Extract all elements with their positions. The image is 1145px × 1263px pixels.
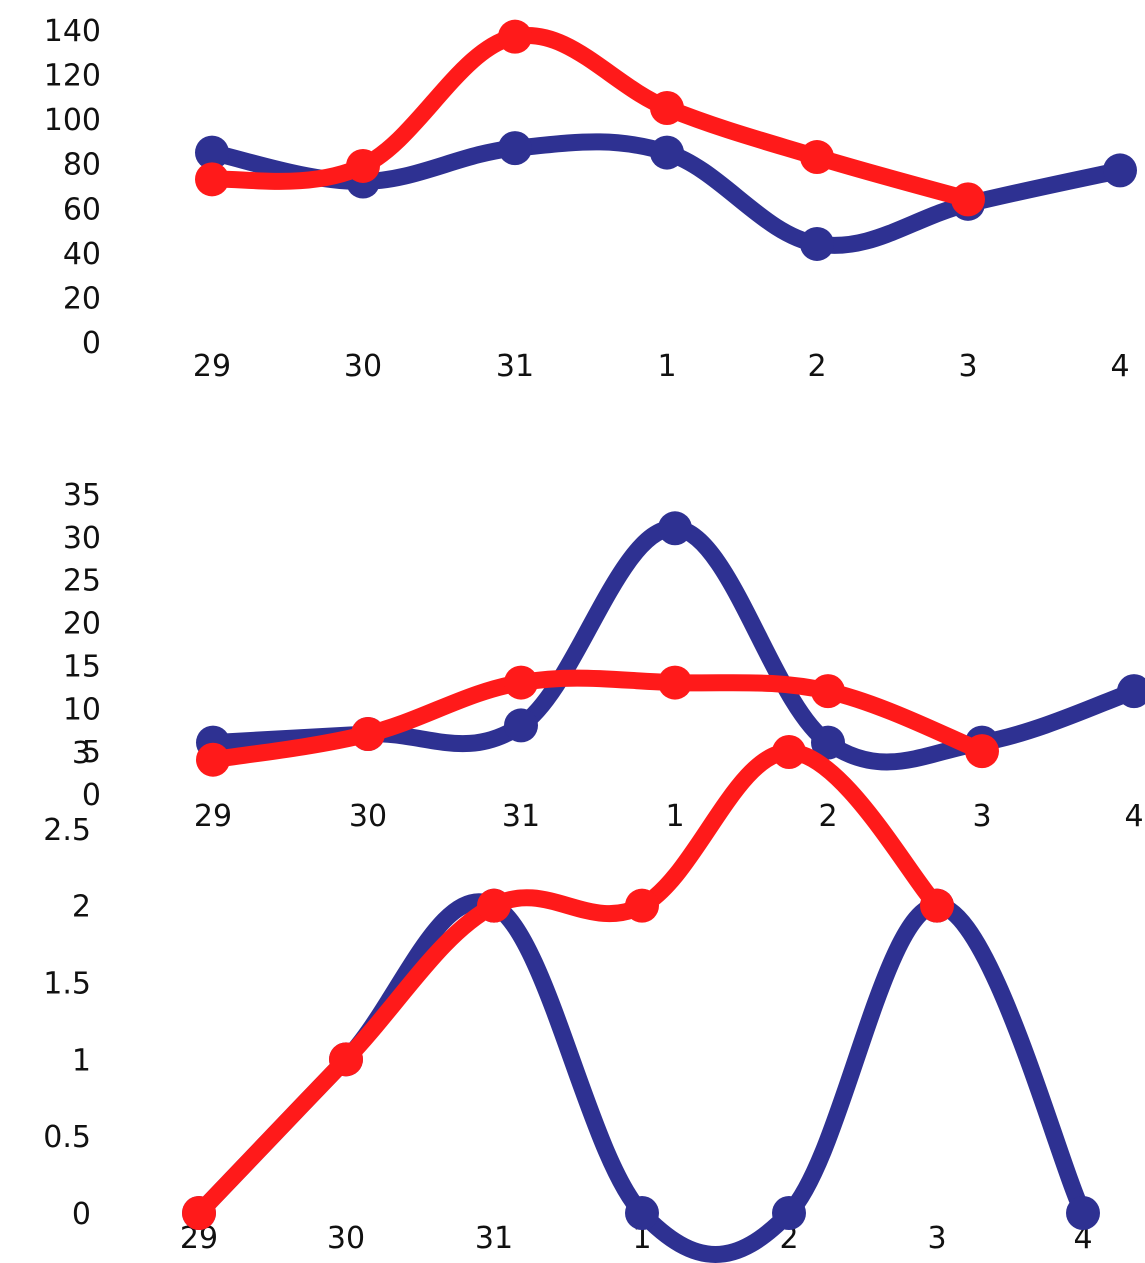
- series-1-point: [650, 135, 684, 170]
- series-1-point: [195, 135, 229, 170]
- series-1-point: [504, 708, 538, 743]
- series-1-point: [811, 725, 845, 760]
- chart-2: 0 5 10 15 20 25 30 35 29 30 31 1 2 3 4: [63, 478, 1145, 834]
- y-tick-label: 0: [72, 1197, 91, 1232]
- series-2-point: [329, 1042, 363, 1077]
- series-1-point: [772, 1196, 806, 1230]
- series-2-point: [658, 665, 692, 700]
- y-tick-label: 100: [44, 103, 101, 138]
- series-2-point: [965, 734, 999, 769]
- series-2-point: [772, 735, 806, 769]
- y-tick-label: 120: [44, 59, 101, 94]
- y-tick-label: 60: [63, 192, 101, 227]
- x-tick-label: 1: [665, 799, 684, 834]
- y-tick-label: 1: [72, 1043, 91, 1078]
- x-tick-label: 31: [475, 1221, 513, 1256]
- x-tick-label: 2: [779, 1221, 798, 1256]
- y-tick-label: 2.5: [43, 813, 91, 848]
- y-tick-label: 80: [63, 148, 101, 183]
- y-tick-label: 2: [72, 890, 91, 925]
- series-1-point: [1066, 1196, 1100, 1230]
- x-tick-label: 30: [349, 799, 387, 834]
- x-tick-label: 2: [807, 349, 826, 384]
- y-tick-label: 25: [63, 564, 101, 599]
- series-2-point: [195, 162, 229, 197]
- y-tick-label: 140: [44, 14, 101, 49]
- y-tick-label: 1.5: [43, 967, 91, 1002]
- series-2-point: [625, 888, 659, 923]
- x-tick-label: 3: [958, 349, 977, 384]
- x-tick-label: 3: [972, 799, 991, 834]
- series-line-2: [203, 27, 977, 208]
- series-2-point: [811, 674, 845, 709]
- series-line-2: [204, 669, 991, 769]
- y-tick-label: 15: [63, 649, 101, 684]
- series-line-2: [190, 743, 946, 1222]
- y-tick-label: 3: [72, 736, 91, 771]
- series-2-point: [951, 182, 985, 217]
- series-1-point: [658, 511, 692, 546]
- x-tick-label: 2: [818, 799, 837, 834]
- series-2-point: [504, 665, 538, 700]
- series-2-point: [650, 91, 684, 125]
- y-tick-label: 0: [82, 778, 101, 813]
- x-tick-label: 4: [1073, 1221, 1092, 1256]
- series-1-point: [498, 131, 532, 166]
- x-tick-label: 30: [344, 349, 382, 384]
- series-2-point: [477, 888, 511, 923]
- y-tick-label: 30: [63, 521, 101, 556]
- chart-1: 0 20 40 60 80 100 120 140 29 30 31 1 2 3 4: [44, 14, 1137, 384]
- x-tick-label: 29: [194, 799, 232, 834]
- series-2-point: [182, 1196, 216, 1230]
- series-line-1: [204, 519, 1143, 771]
- x-tick-label: 4: [1124, 799, 1143, 834]
- series-2-point: [346, 148, 380, 183]
- y-tick-label: 40: [63, 237, 101, 272]
- y-tick-label: 20: [63, 281, 101, 316]
- x-tick-label: 3: [927, 1221, 946, 1256]
- x-tick-label: 1: [632, 1221, 651, 1256]
- y-tick-label: 5: [82, 735, 101, 770]
- y-tick-label: 0: [82, 326, 101, 361]
- series-2-point: [800, 140, 834, 175]
- x-tick-label: 30: [327, 1221, 365, 1256]
- x-tick-label: 4: [1110, 349, 1129, 384]
- x-tick-label: 31: [502, 799, 540, 834]
- y-tick-label: 20: [63, 607, 101, 642]
- y-tick-label: 0.5: [43, 1120, 91, 1155]
- series-2-point: [351, 717, 385, 751]
- series-1-point: [800, 226, 834, 261]
- series-1-point: [1117, 674, 1145, 709]
- series-1-point: [625, 1196, 659, 1230]
- series-2-point: [920, 888, 954, 923]
- x-tick-label: 29: [193, 349, 231, 384]
- series-2-point: [196, 742, 230, 777]
- series-2-point: [498, 19, 532, 54]
- series-1-point: [1103, 153, 1137, 188]
- x-tick-label: 1: [657, 349, 676, 384]
- x-tick-label: 31: [496, 349, 534, 384]
- y-tick-label: 10: [63, 692, 101, 727]
- y-tick-label: 35: [63, 478, 101, 513]
